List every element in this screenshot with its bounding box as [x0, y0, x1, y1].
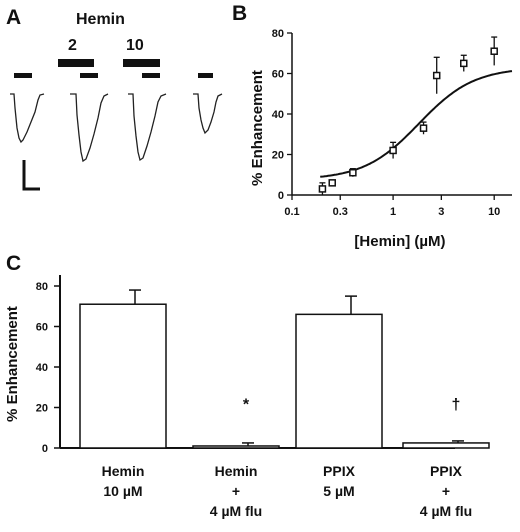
- c-y-tick-label: 0: [42, 443, 48, 455]
- hemin-application-bar-10: [123, 59, 160, 67]
- c-category-label: +: [442, 483, 450, 499]
- agonist-bar-3: [142, 73, 160, 78]
- b-y-tick-label: 20: [272, 150, 284, 162]
- c-significance-mark: †: [452, 397, 461, 414]
- b-data-point: [460, 59, 468, 68]
- c-category-label: Hemin: [102, 463, 145, 479]
- hemin-label: Hemin: [76, 11, 125, 28]
- b-fit-curve: [320, 70, 513, 178]
- hemin-conc-label-2: 2: [68, 37, 77, 54]
- b-x-tick-label: 3: [438, 206, 444, 218]
- b-data-point: [432, 71, 441, 80]
- current-trace-hemin-10: [128, 93, 167, 162]
- b-x-axis-title: [Hemin] (µM): [354, 233, 445, 250]
- panel-c: C % Enhancement 0 20 40 60 80 * † Hemin 10 µM H…: [4, 252, 490, 519]
- c-bar: [295, 313, 383, 449]
- c-category-label: PPIX: [430, 463, 463, 479]
- b-x-tick-label: 10: [488, 206, 500, 218]
- panel-letter-a: A: [6, 6, 21, 29]
- hemin-application-bar-2: [58, 59, 94, 67]
- panel-letter-b: B: [232, 2, 247, 25]
- b-data-point: [419, 124, 428, 132]
- c-y-tick-label: 60: [36, 322, 48, 334]
- c-category-label: 5 µM: [323, 483, 354, 499]
- c-category-label: PPIX: [323, 463, 356, 479]
- c-category-label: +: [232, 483, 240, 499]
- b-y-tick-label: 0: [278, 190, 284, 202]
- c-bar: [79, 303, 167, 449]
- c-y-tick-label: 40: [36, 362, 48, 374]
- b-y-tick-label: 80: [272, 28, 284, 40]
- panel-b: B % Enhancement [Hemin] (µM) 0 20 40 60 80 0…: [232, 2, 513, 250]
- c-y-tick-label: 20: [36, 403, 48, 415]
- c-category-label: 10 µM: [103, 483, 142, 499]
- b-x-tick-label: 0.1: [284, 206, 299, 218]
- current-trace-control: [10, 93, 45, 144]
- b-x-tick-label: 1: [390, 206, 396, 218]
- b-data-point: [349, 168, 357, 177]
- c-y-axis-title: % Enhancement: [4, 306, 21, 422]
- scale-bar: [22, 160, 40, 191]
- b-data-point: [318, 185, 327, 193]
- c-category-label: Hemin: [215, 463, 258, 479]
- hemin-conc-label-10: 10: [126, 37, 144, 54]
- b-y-tick-label: 40: [272, 109, 284, 121]
- b-data-point: [389, 146, 397, 155]
- b-y-tick-label: 60: [272, 69, 284, 81]
- agonist-bar-2: [80, 73, 98, 78]
- current-trace-hemin-2: [70, 93, 109, 163]
- b-data-point: [328, 179, 336, 187]
- c-y-tick-label: 80: [36, 281, 48, 293]
- panel-letter-c: C: [6, 252, 21, 275]
- c-category-label: 4 µM flu: [210, 503, 262, 519]
- c-bar: [192, 445, 280, 449]
- agonist-bar-4: [198, 73, 213, 78]
- current-trace-washout: [193, 93, 223, 135]
- agonist-bar-1: [14, 73, 32, 78]
- b-data-point: [490, 47, 498, 55]
- c-category-label: 4 µM flu: [420, 503, 472, 519]
- panel-a: A Hemin 2 10: [6, 6, 223, 191]
- b-x-tick-label: 0.3: [333, 206, 348, 218]
- b-y-axis-title: % Enhancement: [249, 70, 266, 186]
- c-significance-mark: *: [243, 397, 250, 414]
- c-bar: [402, 442, 490, 449]
